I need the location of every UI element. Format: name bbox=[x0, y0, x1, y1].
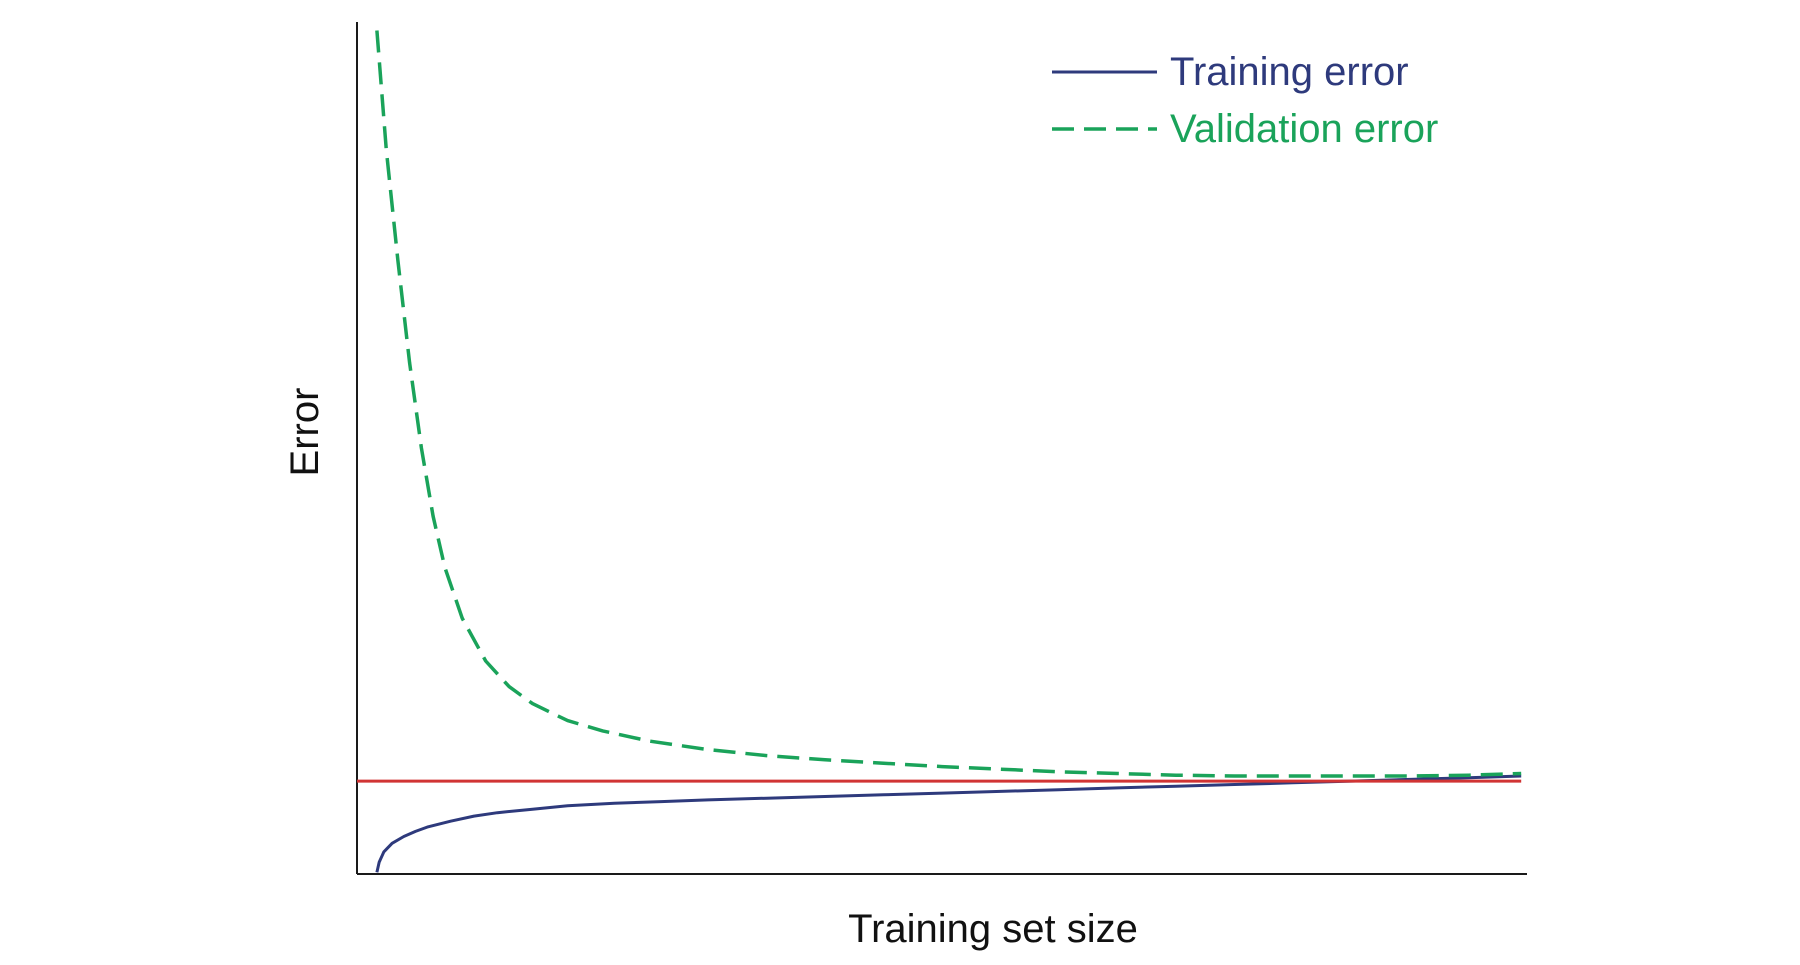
y-axis-title: Error bbox=[283, 388, 327, 477]
series-layer bbox=[357, 30, 1522, 873]
series-line-validation-error bbox=[375, 30, 1522, 778]
legend-item-validation: Validation error bbox=[1052, 107, 1438, 151]
legend-label-validation: Validation error bbox=[1170, 107, 1438, 151]
plot-area bbox=[356, 22, 1527, 875]
legend-label-training: Training error bbox=[1170, 50, 1409, 94]
x-axis-title: Training set size bbox=[848, 907, 1138, 951]
series-line-training-error bbox=[375, 774, 1522, 873]
legend-item-training: Training error bbox=[1052, 50, 1409, 94]
legend: Training error Validation error bbox=[1052, 50, 1438, 151]
